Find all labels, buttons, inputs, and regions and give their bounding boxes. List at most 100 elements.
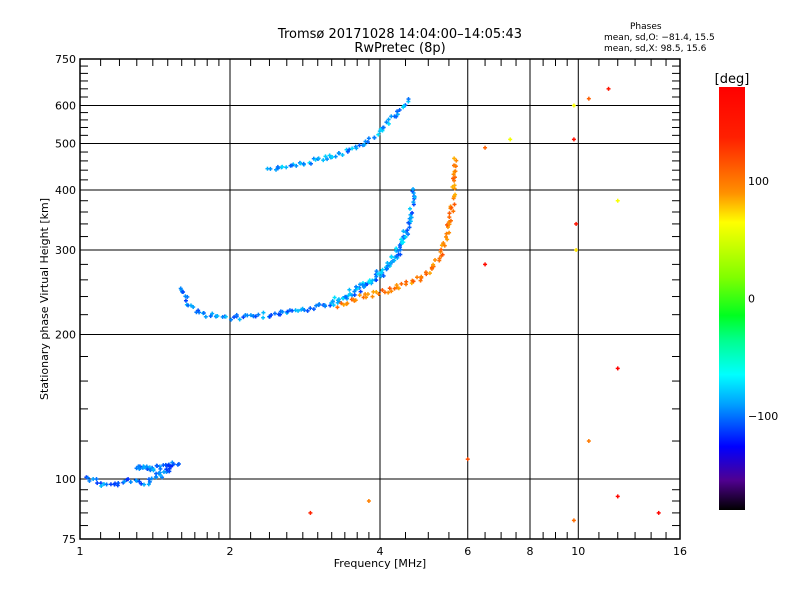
data-point bbox=[154, 463, 159, 468]
data-point bbox=[203, 314, 208, 319]
data-point bbox=[423, 270, 428, 275]
data-point bbox=[144, 464, 149, 469]
data-point bbox=[185, 294, 190, 299]
data-point bbox=[656, 510, 661, 515]
y-tick-labels: 75 100 200 300 400 500 600 750 bbox=[55, 53, 76, 546]
data-point bbox=[409, 215, 414, 220]
data-point bbox=[399, 237, 404, 242]
data-point bbox=[398, 252, 403, 257]
data-point bbox=[137, 479, 142, 484]
data-point bbox=[606, 86, 611, 91]
data-point bbox=[146, 482, 151, 487]
data-point bbox=[158, 466, 163, 471]
colorbar-label: [deg] bbox=[715, 72, 750, 87]
colorbar bbox=[719, 87, 745, 510]
data-point bbox=[366, 136, 371, 141]
data-point bbox=[427, 271, 432, 276]
data-point bbox=[615, 198, 620, 203]
data-point bbox=[452, 202, 457, 207]
axis-ticks bbox=[80, 59, 680, 539]
data-point bbox=[269, 312, 274, 317]
data-point bbox=[301, 161, 306, 166]
data-point bbox=[615, 366, 620, 371]
data-point bbox=[452, 175, 457, 180]
data-point bbox=[447, 211, 452, 216]
x-tick-labels: 1 2 4 6 8 10 16 bbox=[77, 545, 688, 558]
data-point bbox=[387, 286, 392, 291]
data-point bbox=[139, 481, 144, 486]
data-point bbox=[397, 107, 402, 112]
data-point bbox=[394, 283, 399, 288]
data-point bbox=[357, 293, 362, 298]
data-point bbox=[450, 184, 455, 189]
data-point bbox=[403, 234, 408, 239]
data-point bbox=[323, 304, 328, 309]
data-point bbox=[237, 317, 242, 322]
data-point bbox=[302, 308, 307, 313]
data-point bbox=[384, 120, 389, 125]
data-point bbox=[397, 243, 402, 248]
data-point bbox=[126, 477, 131, 482]
data-point bbox=[574, 248, 579, 253]
data-point bbox=[454, 158, 459, 163]
data-point bbox=[449, 205, 454, 210]
y-tick-label: 400 bbox=[55, 184, 76, 197]
data-point bbox=[394, 114, 399, 119]
data-point bbox=[253, 314, 258, 319]
data-point bbox=[395, 109, 400, 114]
data-point bbox=[370, 294, 375, 299]
data-point bbox=[176, 461, 181, 466]
data-point bbox=[248, 313, 253, 318]
grid-lines bbox=[80, 59, 680, 539]
data-point bbox=[451, 209, 456, 214]
data-point bbox=[429, 265, 434, 270]
data-point bbox=[586, 439, 591, 444]
y-tick-label: 500 bbox=[55, 138, 76, 151]
data-point bbox=[366, 498, 371, 503]
data-point bbox=[305, 308, 310, 313]
data-point bbox=[308, 510, 313, 515]
data-point bbox=[332, 295, 337, 300]
data-point bbox=[313, 157, 318, 162]
data-point bbox=[405, 228, 410, 233]
x-tick-label: 4 bbox=[377, 545, 384, 558]
data-point bbox=[407, 206, 412, 211]
data-point bbox=[394, 246, 399, 251]
data-point bbox=[191, 305, 196, 310]
data-point bbox=[316, 156, 321, 161]
data-point bbox=[401, 229, 406, 234]
data-point bbox=[325, 157, 330, 162]
phase-stats-x: mean, sd,X: 98.5, 15.6 bbox=[604, 44, 707, 54]
data-point bbox=[223, 314, 228, 319]
data-point bbox=[331, 303, 336, 308]
data-point bbox=[380, 288, 385, 293]
data-point bbox=[311, 307, 316, 312]
data-point bbox=[280, 309, 285, 314]
data-point bbox=[483, 145, 488, 150]
data-point bbox=[406, 97, 411, 102]
data-point bbox=[571, 103, 576, 108]
data-point bbox=[381, 273, 386, 278]
data-point bbox=[285, 309, 290, 314]
data-point bbox=[386, 290, 391, 295]
data-point bbox=[379, 269, 384, 274]
data-point bbox=[362, 142, 367, 147]
data-point bbox=[196, 308, 201, 313]
data-point bbox=[188, 303, 193, 308]
data-point bbox=[330, 155, 335, 160]
data-point bbox=[183, 298, 188, 303]
data-point bbox=[404, 279, 409, 284]
data-point bbox=[365, 140, 370, 145]
data-point bbox=[571, 518, 576, 523]
y-tick-label: 75 bbox=[62, 533, 76, 546]
y-tick-label: 300 bbox=[55, 244, 76, 257]
colorbar-tick-label: −100 bbox=[748, 410, 778, 423]
data-point bbox=[308, 306, 313, 311]
colorbar-tick-labels: 100 0 −100 bbox=[748, 175, 778, 423]
data-point bbox=[104, 482, 109, 487]
data-point bbox=[571, 137, 576, 142]
data-point bbox=[374, 278, 379, 283]
data-point bbox=[396, 286, 401, 291]
data-point bbox=[508, 137, 513, 142]
data-point bbox=[160, 475, 165, 480]
